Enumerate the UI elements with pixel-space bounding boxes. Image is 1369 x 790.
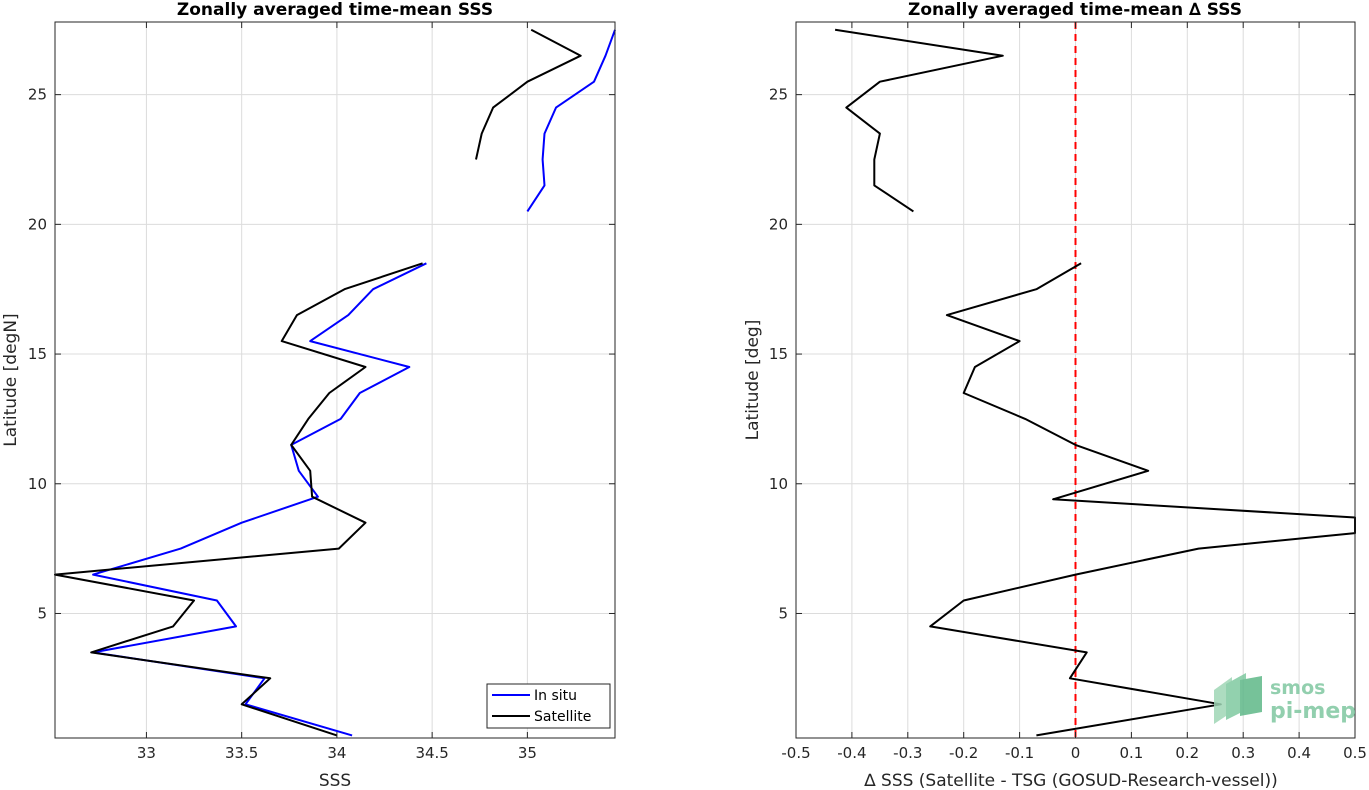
y-tick-label: 25 [769, 86, 788, 104]
smos-pi-mep-logo: smos pi-mep [1214, 673, 1356, 724]
x-tick-label: 0.2 [1175, 744, 1199, 762]
x-tick-label: -0.3 [893, 744, 922, 762]
x-tick-label: 0.5 [1343, 744, 1367, 762]
series-line-satellite [54, 262, 423, 737]
right-series-group [834, 28, 1356, 737]
left-axes-box [54, 21, 616, 739]
left-y-axis-label: Latitude [degN] [1, 313, 21, 446]
x-tick-label: 35 [518, 744, 537, 762]
x-tick-label: 34.5 [415, 744, 448, 762]
x-tick-label: -0.4 [837, 744, 866, 762]
right-x-axis-label: ∆ SSS (Satellite - TSG (GOSUD-Research-v… [863, 771, 1278, 790]
y-tick-label: 10 [769, 475, 788, 493]
legend-label-in-situ: In situ [534, 688, 577, 704]
x-tick-label: 0.4 [1287, 744, 1311, 762]
left-plot-area [55, 22, 615, 738]
y-tick-label: 5 [37, 604, 47, 622]
x-tick-label: 34 [327, 744, 346, 762]
x-tick-label: 33 [137, 744, 156, 762]
y-tick-label: 5 [778, 604, 788, 622]
right-plot-panel: -0.5 -0.4 -0.3 -0.2 -0.1 0 0.1 0.2 0.3 0.4 0.5 5 10 1… [743, 0, 1367, 790]
left-series-group [54, 28, 616, 737]
x-tick-label: 0.1 [1119, 744, 1143, 762]
logo-cube-icon [1214, 673, 1262, 724]
left-ticks: 33 33.5 34 34.5 35 5 10 15 20 25 [28, 22, 615, 762]
legend: In situ Satellite [486, 683, 611, 729]
series-line-delta-sss [834, 28, 1004, 213]
x-tick-label: 0.3 [1231, 744, 1255, 762]
right-y-axis-label: Latitude [deg] [743, 320, 763, 441]
x-tick-label: -0.2 [949, 744, 978, 762]
y-tick-label: 10 [28, 475, 47, 493]
left-x-axis-label: SSS [319, 771, 351, 790]
right-ticks: -0.5 -0.4 -0.3 -0.2 -0.1 0 0.1 0.2 0.3 0.4 0.5 5 10 1… [769, 22, 1367, 762]
x-tick-label: -0.1 [1005, 744, 1034, 762]
logo-text-smos: smos [1270, 677, 1325, 699]
series-line-delta-sss [929, 262, 1356, 737]
legend-label-satellite: Satellite [534, 709, 591, 725]
left-plot-panel: 33 33.5 34 34.5 35 5 10 15 20 25 Zonally averaged… [1, 0, 616, 790]
series-line-satellite [475, 28, 582, 160]
x-tick-label: -0.5 [781, 744, 810, 762]
y-tick-label: 15 [769, 345, 788, 363]
left-chart-title: Zonally averaged time-mean SSS [177, 0, 493, 20]
series-line-in-situ [526, 29, 616, 212]
right-chart-title: Zonally averaged time-mean ∆ SSS [908, 0, 1242, 20]
x-tick-label: 0 [1071, 744, 1081, 762]
y-tick-label: 25 [28, 86, 47, 104]
legend-box [486, 683, 611, 729]
y-tick-label: 15 [28, 345, 47, 363]
y-tick-label: 20 [28, 215, 47, 233]
x-tick-label: 33.5 [225, 744, 258, 762]
y-tick-label: 20 [769, 215, 788, 233]
left-grid [55, 22, 615, 738]
logo-text-pi-mep: pi-mep [1270, 699, 1356, 724]
